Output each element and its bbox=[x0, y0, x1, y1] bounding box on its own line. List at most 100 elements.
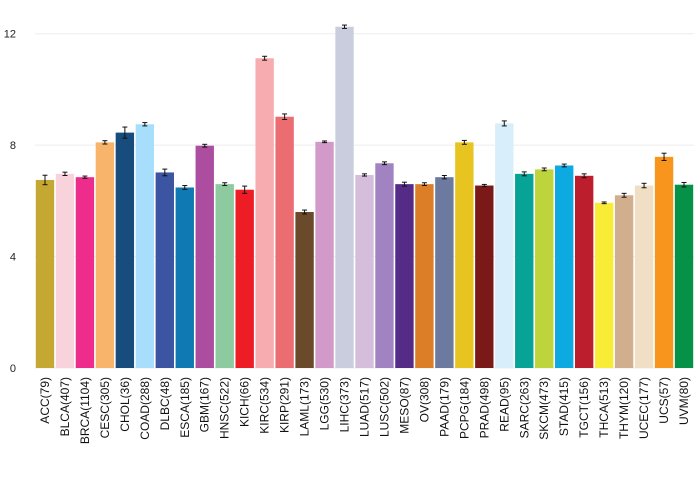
x-tick-label: COAD(288) bbox=[138, 377, 152, 440]
bar bbox=[654, 156, 674, 368]
bar bbox=[275, 116, 294, 368]
bar bbox=[295, 212, 314, 368]
error-bar bbox=[202, 143, 208, 148]
x-tick-label: UCS(57) bbox=[657, 377, 671, 424]
x-tick-label: OV(308) bbox=[417, 377, 431, 422]
x-tick-label: SARC(263) bbox=[517, 377, 531, 438]
error-bar bbox=[282, 113, 288, 121]
x-tick-label: LUSC(502) bbox=[377, 377, 391, 437]
x-tick-label: UCEC(177) bbox=[637, 377, 651, 439]
error-bar bbox=[481, 183, 487, 188]
x-tick-label: STAD(415) bbox=[557, 377, 571, 436]
bar bbox=[35, 179, 55, 368]
bar bbox=[555, 165, 574, 368]
error-bars bbox=[42, 24, 687, 215]
error-bar bbox=[182, 185, 188, 190]
error-bar bbox=[521, 171, 527, 177]
error-bar bbox=[62, 171, 68, 177]
error-bar bbox=[421, 182, 427, 187]
x-tick-label: MESO(87) bbox=[397, 377, 411, 434]
x-axis: ACC(79) BLCA(407) BRCA(1104) CESC(305) CHOL(… bbox=[38, 377, 691, 444]
error-bar bbox=[82, 175, 88, 179]
bar bbox=[155, 172, 174, 368]
error-bar bbox=[162, 168, 168, 177]
bar bbox=[455, 142, 474, 368]
y-tick-label: 8 bbox=[10, 140, 16, 152]
x-tick-label: SKCM(473) bbox=[537, 377, 551, 440]
bar bbox=[315, 141, 334, 368]
bar bbox=[75, 177, 95, 368]
bar bbox=[95, 142, 115, 368]
bar bbox=[415, 184, 434, 368]
x-tick-label: LGG(530) bbox=[318, 377, 332, 430]
x-tick-label: TGCT(156) bbox=[577, 377, 591, 438]
x-tick-label: PCPG(184) bbox=[457, 377, 471, 439]
bar bbox=[135, 124, 155, 368]
x-tick-label: DLBC(48) bbox=[158, 377, 172, 430]
error-bar bbox=[362, 173, 367, 177]
bar bbox=[475, 185, 494, 368]
x-tick-label: READ(95) bbox=[497, 377, 511, 432]
error-bar bbox=[621, 192, 627, 198]
error-bar bbox=[661, 152, 667, 161]
x-tick-label: THCA(513) bbox=[597, 377, 611, 438]
y-axis: 0 4 8 12 bbox=[4, 29, 16, 375]
x-tick-label: ESCA(185) bbox=[178, 377, 192, 438]
x-tick-label: HNSC(522) bbox=[218, 377, 232, 439]
bar bbox=[535, 169, 554, 368]
bar bbox=[435, 177, 454, 368]
error-bar bbox=[381, 161, 387, 166]
bar bbox=[574, 175, 594, 368]
x-tick-label: CESC(305) bbox=[98, 377, 112, 438]
error-bar bbox=[501, 120, 507, 127]
y-tick-label: 4 bbox=[10, 252, 16, 264]
error-bar bbox=[541, 167, 547, 172]
x-tick-label: PAAD(179) bbox=[437, 377, 451, 437]
bar bbox=[215, 184, 234, 368]
error-bar bbox=[681, 181, 687, 188]
x-tick-label: GBM(167) bbox=[198, 377, 212, 432]
error-bar bbox=[262, 55, 268, 61]
bar bbox=[55, 173, 75, 368]
bar bbox=[115, 132, 135, 368]
error-bar bbox=[441, 175, 447, 180]
bar bbox=[614, 195, 634, 368]
x-tick-label: UVM(80) bbox=[677, 377, 691, 425]
error-bar bbox=[461, 139, 467, 145]
error-bar bbox=[102, 140, 108, 145]
bar bbox=[515, 173, 534, 368]
x-tick-label: KIRP(291) bbox=[278, 377, 292, 433]
bar bbox=[634, 185, 654, 368]
error-bar bbox=[561, 163, 567, 168]
error-bar bbox=[42, 174, 48, 186]
x-tick-label: BLCA(407) bbox=[58, 377, 72, 436]
error-bar bbox=[581, 173, 587, 179]
bar bbox=[255, 58, 274, 368]
bar bbox=[594, 202, 614, 368]
bar bbox=[175, 187, 194, 368]
x-tick-label: LIHC(373) bbox=[338, 377, 352, 432]
error-bar bbox=[342, 24, 348, 29]
error-bar bbox=[302, 209, 308, 215]
bar bbox=[495, 123, 514, 368]
x-tick-label: LUAD(517) bbox=[358, 377, 372, 437]
error-bar bbox=[601, 201, 607, 205]
x-tick-label: LAML(173) bbox=[298, 377, 312, 436]
bar bbox=[195, 145, 214, 368]
error-bar bbox=[122, 126, 128, 139]
error-bar bbox=[222, 182, 228, 187]
x-tick-label: BRCA(1104) bbox=[78, 377, 92, 444]
x-tick-label: ACC(79) bbox=[38, 377, 52, 424]
bar bbox=[355, 174, 374, 368]
error-bar bbox=[401, 181, 407, 187]
bar bbox=[335, 26, 354, 368]
x-tick-label: KICH(66) bbox=[238, 377, 252, 427]
error-bar bbox=[641, 182, 647, 189]
error-bar bbox=[322, 140, 328, 144]
x-tick-label: CHOL(36) bbox=[118, 377, 132, 432]
y-tick-label: 0 bbox=[10, 363, 16, 375]
x-tick-label: PRAD(498) bbox=[477, 377, 491, 438]
bar bbox=[235, 189, 254, 368]
